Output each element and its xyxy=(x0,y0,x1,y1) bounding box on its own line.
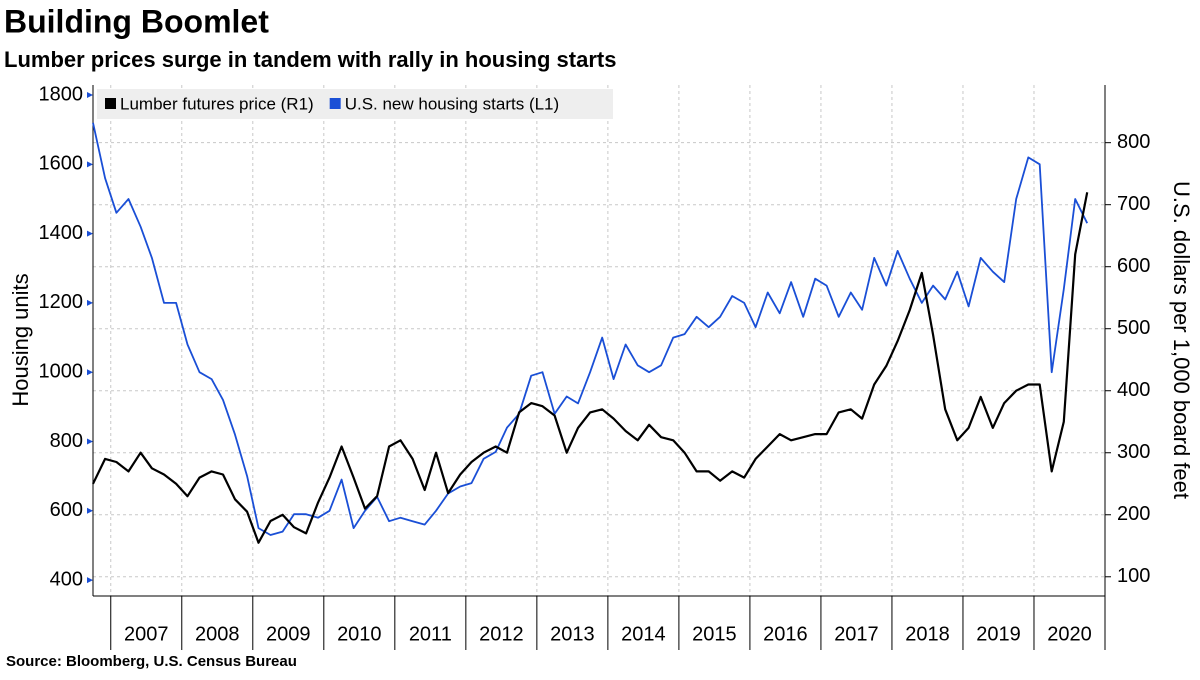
y-tick xyxy=(87,161,93,168)
y2-tick-label: 700 xyxy=(1117,193,1150,215)
chart-title: Building Boomlet xyxy=(4,3,269,39)
y2-tick-label: 800 xyxy=(1117,131,1150,153)
y2-tick-label: 400 xyxy=(1117,379,1150,401)
x-tick-label: 2013 xyxy=(550,623,595,645)
y-tick xyxy=(87,230,93,237)
x-tick-label: 2009 xyxy=(266,623,311,645)
y2-tick-label: 600 xyxy=(1117,255,1150,277)
y-tick-label: 800 xyxy=(50,430,83,452)
x-tick-label: 2015 xyxy=(692,623,737,645)
y-tick xyxy=(87,92,93,99)
y2-tick-label: 100 xyxy=(1117,565,1150,587)
y-tick-label: 1000 xyxy=(39,360,84,382)
legend-swatch xyxy=(105,98,116,109)
x-tick-label: 2008 xyxy=(195,623,240,645)
y2-axis-title: U.S. dollars per 1,000 board feet xyxy=(1169,181,1194,499)
y-axis-title: Housing units xyxy=(8,273,33,406)
legend-box xyxy=(97,89,613,119)
legend-swatch xyxy=(329,98,341,109)
y-tick-label: 400 xyxy=(50,568,83,590)
x-tick-label: 2011 xyxy=(409,623,452,645)
y2-tick-label: 300 xyxy=(1117,441,1150,463)
x-tick-label: 2020 xyxy=(1047,623,1092,645)
x-tick-label: 2010 xyxy=(337,623,382,645)
y2-tick-label: 500 xyxy=(1117,317,1150,339)
x-tick-label: 2017 xyxy=(834,623,879,645)
y-tick-label: 1200 xyxy=(39,291,84,313)
y-tick-label: 1400 xyxy=(39,222,84,244)
y2-tick-label: 200 xyxy=(1117,503,1150,525)
legend-label: U.S. new housing starts (L1) xyxy=(345,94,559,113)
x-tick-label: 2007 xyxy=(124,623,169,645)
y-tick-label: 600 xyxy=(50,499,83,521)
x-tick-label: 2019 xyxy=(976,623,1021,645)
x-tick-label: 2016 xyxy=(763,623,808,645)
y-tick xyxy=(87,577,93,584)
chart-subtitle: Lumber prices surge in tandem with rally… xyxy=(4,47,616,72)
legend-label: Lumber futures price (R1) xyxy=(120,94,314,113)
y-tick xyxy=(87,507,93,514)
y-tick xyxy=(87,299,93,306)
y-tick-label: 1800 xyxy=(39,83,84,105)
line-series xyxy=(92,122,1089,536)
y-tick-label: 1600 xyxy=(39,153,84,175)
x-tick-label: 2018 xyxy=(905,623,950,645)
source: Source: Bloomberg, U.S. Census Bureau xyxy=(6,653,297,670)
x-tick-label: 2012 xyxy=(479,623,524,645)
x-tick-label: 2014 xyxy=(621,623,666,645)
y-tick xyxy=(87,369,93,376)
y-tick xyxy=(87,438,93,445)
line-series xyxy=(92,192,1089,544)
